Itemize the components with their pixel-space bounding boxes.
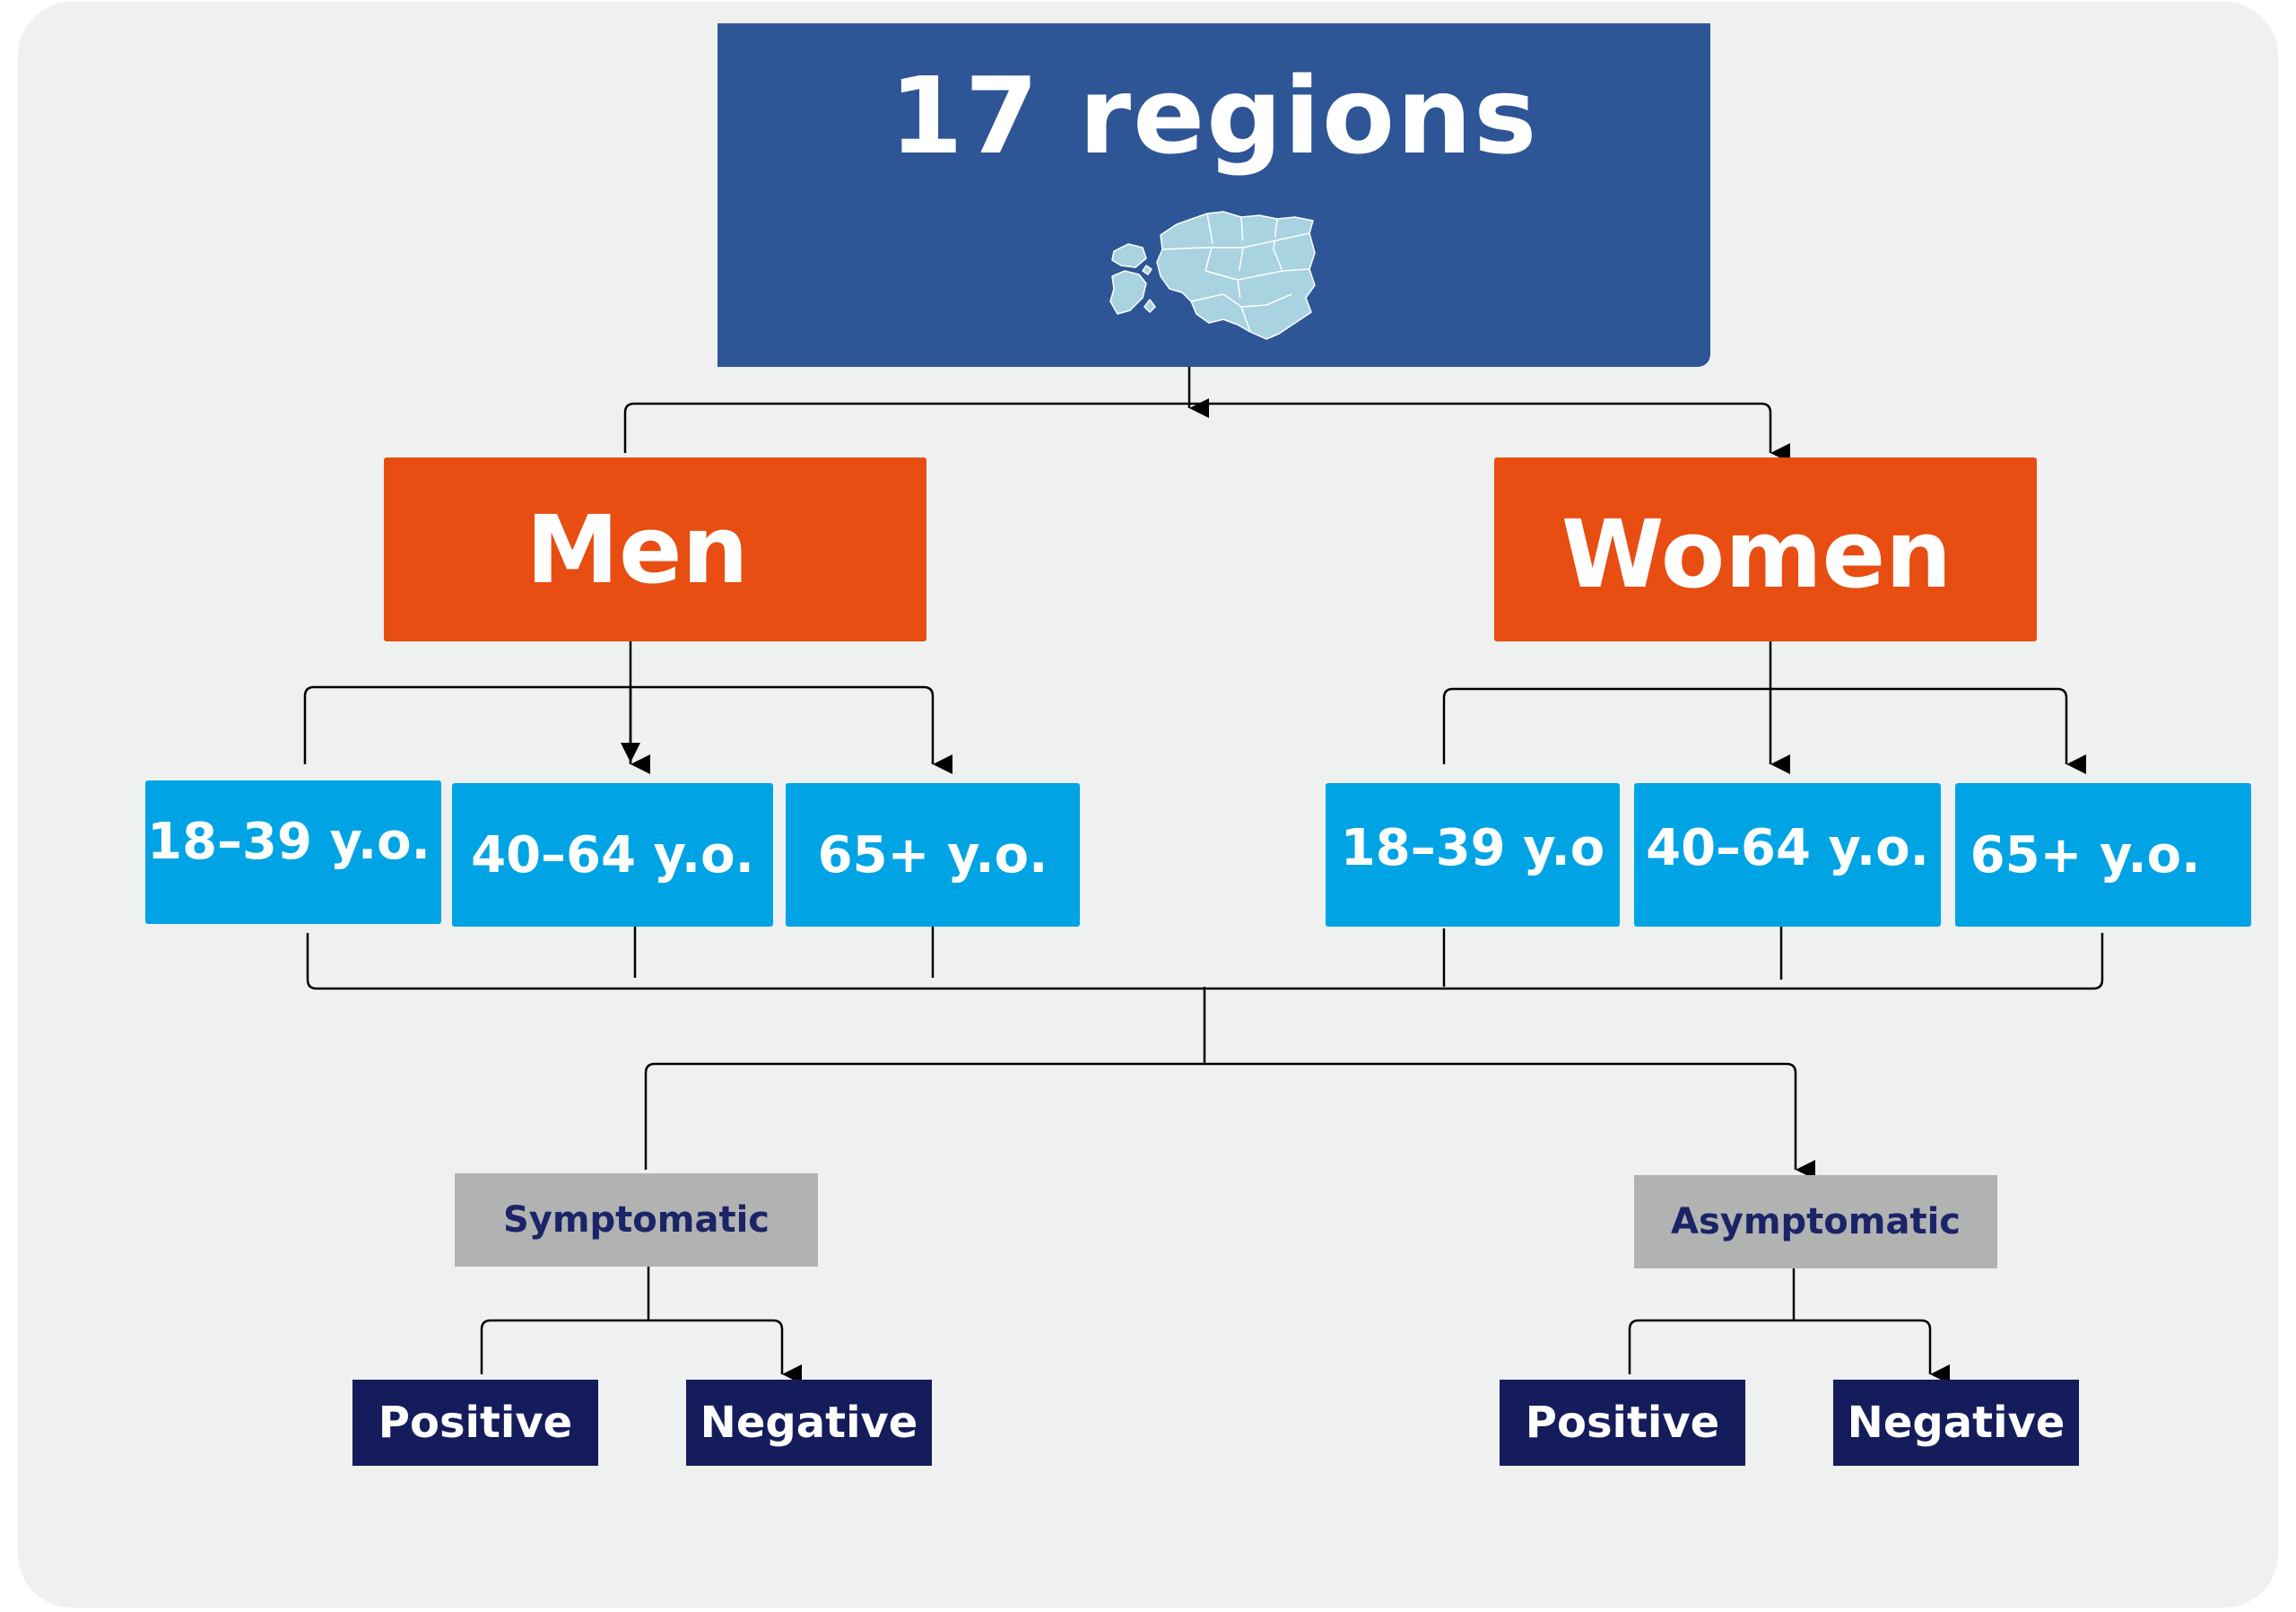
women-age-65-plus-label: 65+ y.o. [1970,825,2201,884]
symptomatic-label: Symptomatic [502,1199,770,1241]
asymptomatic-negative-label: Negative [1847,1398,2066,1448]
men-age-65-plus-label: 65+ y.o. [817,825,1048,884]
women-age-40-64-box: 40–64 y.o. [1634,783,1941,927]
women-age-18-39-box: 18–39 y.o [1326,783,1620,927]
women-box: Women [1494,457,2037,641]
men-age-18-39-label: 18–39 y.o. [147,812,430,871]
asymptomatic-box: Asymptomatic [1634,1175,1997,1268]
men-age-18-39-box: 18–39 y.o. [145,780,441,924]
men-age-65-plus-box: 65+ y.o. [786,783,1080,927]
symptomatic-negative-box: Negative [686,1380,932,1466]
men-age-40-64-label: 40–64 y.o. [471,825,754,884]
asymptomatic-positive-box: Positive [1500,1380,1745,1466]
regions-title: 17 regions [889,54,1539,178]
asymptomatic-label: Asymptomatic [1671,1201,1961,1242]
women-label: Women [1561,499,1952,609]
men-box: Men [384,457,926,641]
asymptomatic-positive-label: Positive [1525,1398,1720,1448]
symptomatic-positive-box: Positive [352,1380,598,1466]
estonia-map-icon [1109,211,1316,340]
regions-box: 17 regions [718,23,1710,367]
symptomatic-positive-label: Positive [378,1398,573,1448]
women-age-65-plus-box: 65+ y.o. [1955,783,2251,927]
women-age-18-39-label: 18–39 y.o [1340,818,1605,877]
symptomatic-box: Symptomatic [455,1173,818,1267]
men-label: Men [526,494,749,605]
asymptomatic-negative-box: Negative [1833,1380,2079,1466]
women-age-40-64-label: 40–64 y.o. [1646,818,1929,877]
symptomatic-negative-label: Negative [700,1398,918,1448]
men-age-40-64-box: 40–64 y.o. [452,783,773,927]
